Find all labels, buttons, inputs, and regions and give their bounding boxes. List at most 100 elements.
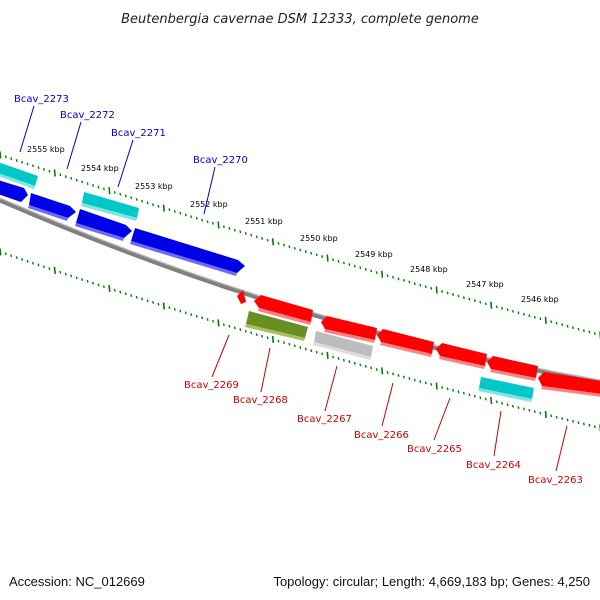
upper-scale-tick <box>446 291 449 295</box>
upper-scale-tick <box>593 332 596 335</box>
leader-bcav-2269 <box>211 334 230 378</box>
lower-scale-tick <box>206 318 209 321</box>
lower-scale-tick <box>326 351 329 359</box>
upper-scale-tick <box>162 204 165 212</box>
gene-bcav-2269-b[interactable] <box>254 295 313 325</box>
gene-bcav-2266-a[interactable] <box>321 316 377 343</box>
upper-scale-tick <box>48 169 51 173</box>
lower-scale-tick <box>184 311 187 315</box>
lower-scale-tick <box>582 422 585 426</box>
upper-scale-tick <box>173 210 176 213</box>
upper-scale-tick <box>326 254 329 262</box>
upper-scale-tick <box>124 194 127 198</box>
upper-scale-tick <box>293 246 296 250</box>
lower-scale-tick <box>32 261 34 265</box>
genome-summary-text: Topology: circular; Length: 4,669,183 bp… <box>273 574 590 589</box>
upper-scale-tick <box>266 238 269 242</box>
gene-bcav-2268[interactable] <box>245 311 308 341</box>
lower-scale-tick <box>402 375 405 379</box>
upper-scale-track <box>0 151 600 339</box>
upper-scale-tick <box>190 215 193 219</box>
lower-scale-tick <box>441 386 444 389</box>
lower-scale-tick <box>413 378 416 382</box>
upper-scale-tick <box>32 164 34 168</box>
lower-scale-tick <box>86 279 89 283</box>
upper-scale-tick <box>337 259 340 263</box>
upper-scale-tick <box>353 264 356 268</box>
gene-bcav-2272[interactable] <box>0 180 76 221</box>
upper-scale-tick <box>59 173 62 177</box>
upper-scale-tick <box>255 235 258 239</box>
gene-bcav-2264-a[interactable] <box>487 356 538 381</box>
upper-scale-tick <box>37 166 40 170</box>
gene-bcav-2265[interactable] <box>436 343 487 369</box>
lower-scale-tick <box>228 324 231 328</box>
lower-scale-tick <box>337 357 340 360</box>
label-bcav-2265[interactable]: Bcav_2265 <box>407 444 462 455</box>
lower-scale-tick <box>435 382 438 390</box>
upper-scale-tick <box>566 324 569 328</box>
lower-scale-tick <box>293 344 296 348</box>
lower-scale-tick <box>92 281 94 285</box>
upper-scale-tick <box>462 296 465 300</box>
gene-bcav-2263[interactable] <box>538 372 600 397</box>
lower-scale-tick <box>162 302 165 310</box>
gene-bcav-2267[interactable] <box>313 331 373 360</box>
upper-scale-tick <box>490 301 493 309</box>
label-bcav-2263[interactable]: Bcav_2263 <box>528 475 583 486</box>
upper-scale-tick <box>222 225 225 229</box>
upper-scale-tick <box>386 274 389 278</box>
upper-scale-tick <box>228 227 231 230</box>
scale-label-2546: 2546 kbp <box>521 295 559 304</box>
upper-scale-tick <box>479 300 482 304</box>
upper-scale-tick <box>81 180 84 184</box>
upper-scale-tick <box>201 218 204 222</box>
label-bcav-2271[interactable]: Bcav_2271 <box>111 128 166 139</box>
lower-scale-tick <box>212 319 214 323</box>
gene-bcav-2271[interactable] <box>81 192 139 221</box>
upper-scale-tick <box>441 290 444 293</box>
gene-bcav-2266[interactable] <box>377 329 434 357</box>
lower-scale-tick <box>135 295 138 299</box>
upper-scale-tick <box>206 220 209 224</box>
upper-scale-tick <box>135 198 138 201</box>
lower-scale-tick <box>555 415 558 419</box>
lower-scale-tick <box>277 339 280 343</box>
upper-scale-tick <box>146 201 149 205</box>
upper-scale-tick <box>315 253 318 257</box>
label-bcav-2267[interactable]: Bcav_2267 <box>297 414 352 425</box>
lower-scale-tick <box>381 367 384 375</box>
gene-bcav-2270[interactable] <box>130 228 245 276</box>
gene-bcav-2269[interactable] <box>237 290 246 304</box>
upper-scale-tick <box>359 266 362 270</box>
upper-scale-tick <box>119 192 122 196</box>
gene-bcav-2273[interactable] <box>0 162 38 189</box>
lower-scale-tick <box>446 387 449 391</box>
lower-scale-tick <box>10 254 13 258</box>
label-bcav-2270[interactable]: Bcav_2270 <box>193 155 248 166</box>
gene-bcav-2264[interactable] <box>478 377 534 402</box>
lower-scale-tick <box>533 410 536 414</box>
lower-scale-tick <box>75 276 78 280</box>
label-bcav-2273[interactable]: Bcav_2273 <box>14 94 69 105</box>
lower-scale-tick <box>479 396 482 400</box>
label-bcav-2269[interactable]: Bcav_2269 <box>184 380 239 391</box>
upper-scale-tick <box>348 263 351 266</box>
upper-scale-tick <box>452 293 454 296</box>
label-bcav-2264[interactable]: Bcav_2264 <box>466 460 521 471</box>
label-bcav-2268[interactable]: Bcav_2268 <box>233 395 288 406</box>
upper-scale-tick <box>370 269 373 273</box>
scale-label-2553: 2553 kbp <box>135 182 173 191</box>
lower-scale-tick <box>484 397 487 401</box>
label-bcav-2266[interactable]: Bcav_2266 <box>354 430 409 441</box>
upper-scale-tick <box>528 314 531 318</box>
lower-scale-tick <box>386 371 389 374</box>
upper-scale-tick <box>288 245 291 249</box>
scale-label-2555: 2555 kbp <box>27 145 65 154</box>
lower-scale-tick <box>26 259 29 263</box>
lower-scale-tick <box>539 411 542 415</box>
upper-scale-tick <box>381 270 384 278</box>
gene-bcav-2270-a[interactable] <box>75 209 132 241</box>
label-bcav-2272[interactable]: Bcav_2272 <box>60 110 115 121</box>
